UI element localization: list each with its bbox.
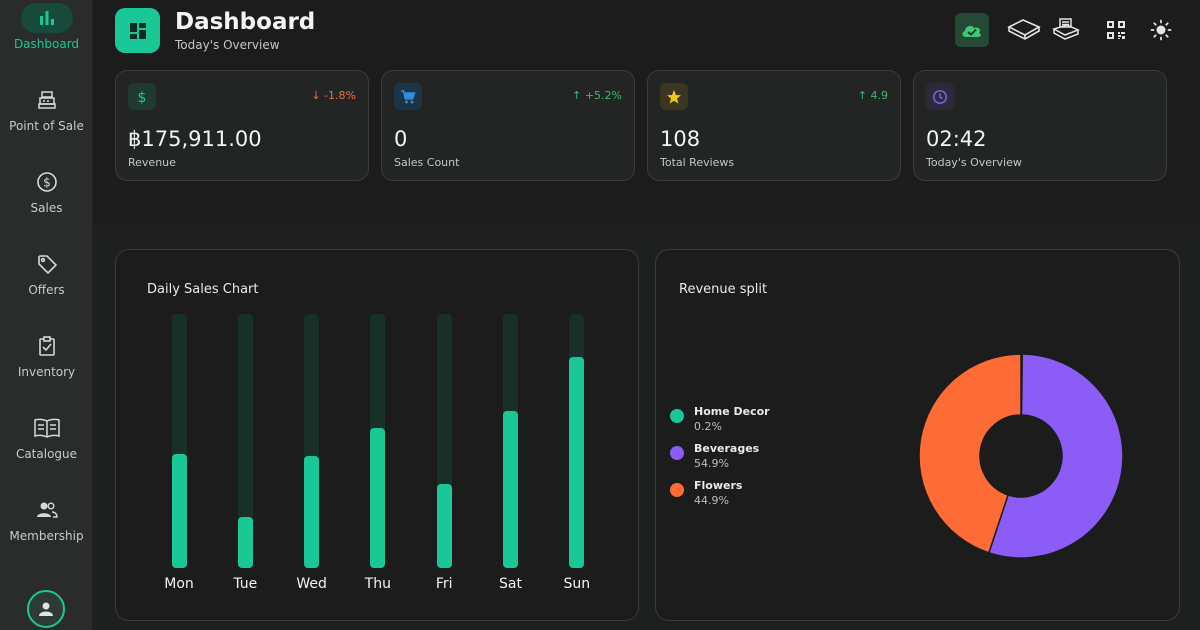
stat-card-revenue: $ ↓ -1.8% ฿175,911.00 Revenue <box>115 70 369 181</box>
legend-name: Beverages <box>694 442 760 455</box>
receipt-printer-icon <box>1052 18 1080 40</box>
bar-wed[interactable] <box>304 456 320 568</box>
stat-trend: ↓ -1.8% <box>311 89 356 102</box>
sidebar-item-label: Membership <box>9 529 84 543</box>
legend-percent: 0.2% <box>694 420 722 433</box>
stat-trend: ↑ +5.2% <box>572 89 622 102</box>
bar-track <box>304 314 320 568</box>
app-logo <box>115 8 160 53</box>
stat-value: 108 <box>660 127 701 151</box>
chart-title: Revenue split <box>679 282 768 297</box>
x-tick-label: Tue <box>233 576 258 592</box>
tag-icon <box>27 249 67 279</box>
stat-card-time: 02:42 Today's Overview <box>913 70 1167 181</box>
qr-code-button[interactable] <box>1099 13 1133 47</box>
clipboard-check-icon <box>27 331 67 361</box>
theme-toggle-button[interactable] <box>1144 13 1178 47</box>
stat-value: ฿175,911.00 <box>128 127 262 151</box>
bar-track <box>370 314 386 568</box>
slice-beverages[interactable] <box>987 353 1124 559</box>
legend-percent: 54.9% <box>694 457 729 470</box>
legend-swatch <box>670 409 684 423</box>
legend-percent: 44.9% <box>694 494 729 507</box>
stat-value: 02:42 <box>926 127 987 151</box>
bar-track <box>436 314 452 568</box>
bar-sun[interactable] <box>569 357 585 568</box>
bar-sat[interactable] <box>503 410 518 568</box>
sidebar-item-sales[interactable]: $ Sales <box>0 167 93 237</box>
stat-trend: ↑ 4.9 <box>857 89 888 102</box>
sidebar-item-label: Dashboard <box>13 37 80 51</box>
bar-tue[interactable] <box>237 517 253 568</box>
cash-drawer-button[interactable] <box>1005 13 1043 47</box>
chart-title: Daily Sales Chart <box>147 282 259 297</box>
sidebar-item-label: Inventory <box>17 365 76 379</box>
sidebar-item-label: Offers <box>28 283 65 297</box>
users-icon <box>27 495 67 525</box>
receipt-printer-button[interactable] <box>1050 13 1082 47</box>
bar-mon[interactable] <box>171 453 187 568</box>
sidebar-item-dashboard[interactable]: Dashboard <box>0 3 93 73</box>
bar-track <box>569 314 585 568</box>
cash-drawer-icon <box>1007 19 1041 40</box>
legend-swatch <box>670 483 684 497</box>
star-icon <box>660 83 688 110</box>
dashboard-grid-icon <box>129 22 146 39</box>
bar-thu[interactable] <box>370 428 386 568</box>
svg-text:$: $ <box>138 90 147 105</box>
sun-icon <box>1150 19 1172 41</box>
legend-swatch <box>670 446 684 460</box>
x-tick-label: Sat <box>499 576 522 592</box>
stat-card-sales-count: ↑ +5.2% 0 Sales Count <box>381 70 635 181</box>
stat-value: 0 <box>394 127 408 151</box>
cloud-sync-button[interactable] <box>955 13 989 47</box>
sidebar-item-label: Catalogue <box>15 447 78 461</box>
bar-track <box>171 314 187 568</box>
avatar[interactable] <box>27 590 65 628</box>
slice-flowers[interactable] <box>918 353 1022 554</box>
bar-track <box>503 314 518 568</box>
sidebar-item-membership[interactable]: Membership <box>0 495 93 565</box>
x-tick-label: Wed <box>296 576 327 592</box>
qr-code-icon <box>1107 21 1125 39</box>
x-tick-label: Fri <box>435 576 453 592</box>
sidebar-item-point-of-sale[interactable]: Point of Sale <box>0 85 93 155</box>
user-icon <box>39 602 53 616</box>
stat-card-total-reviews: ↑ 4.9 108 Total Reviews <box>647 70 901 181</box>
stat-label: Today's Overview <box>926 156 1022 169</box>
legend-name: Flowers <box>694 479 743 492</box>
clock-icon <box>926 83 954 110</box>
x-tick-label: Thu <box>364 576 392 592</box>
x-tick-label: Sun <box>563 576 591 592</box>
bar-chart-icon <box>20 3 73 33</box>
sidebar-item-label: Sales <box>30 201 63 215</box>
x-tick-label: Mon <box>164 576 194 592</box>
revenue-split-chart: Revenue split Home Decor 0.2% Beverages 54.… <box>655 249 1180 621</box>
sidebar-item-catalogue[interactable]: Catalogue <box>0 413 93 483</box>
svg-text:$: $ <box>43 176 51 190</box>
dollar-circle-icon: $ <box>27 167 67 197</box>
page-subtitle: Today's Overview <box>175 38 280 52</box>
cloud-sync-icon <box>962 25 981 37</box>
bar-fri[interactable] <box>436 484 452 568</box>
donut-chart <box>918 353 1124 559</box>
dollar-icon: $ <box>128 83 156 110</box>
daily-sales-chart: Daily Sales Chart Mon Tue Wed Thu Fri Sat Sun <box>115 249 639 621</box>
page-title: Dashboard <box>175 9 316 35</box>
sidebar-item-label: Point of Sale <box>9 119 84 133</box>
stat-label: Sales Count <box>394 156 460 169</box>
stat-label: Revenue <box>128 156 176 169</box>
stat-label: Total Reviews <box>660 156 735 169</box>
legend-name: Home Decor <box>694 405 770 418</box>
sidebar-item-offers[interactable]: Offers <box>0 249 93 319</box>
cart-icon <box>394 83 422 110</box>
open-book-icon <box>27 413 67 443</box>
cash-register-icon <box>27 85 67 115</box>
sidebar: Dashboard Point of Sale $ Sales Offers I… <box>0 0 93 630</box>
bar-track <box>237 314 253 568</box>
sidebar-item-inventory[interactable]: Inventory <box>0 331 93 401</box>
